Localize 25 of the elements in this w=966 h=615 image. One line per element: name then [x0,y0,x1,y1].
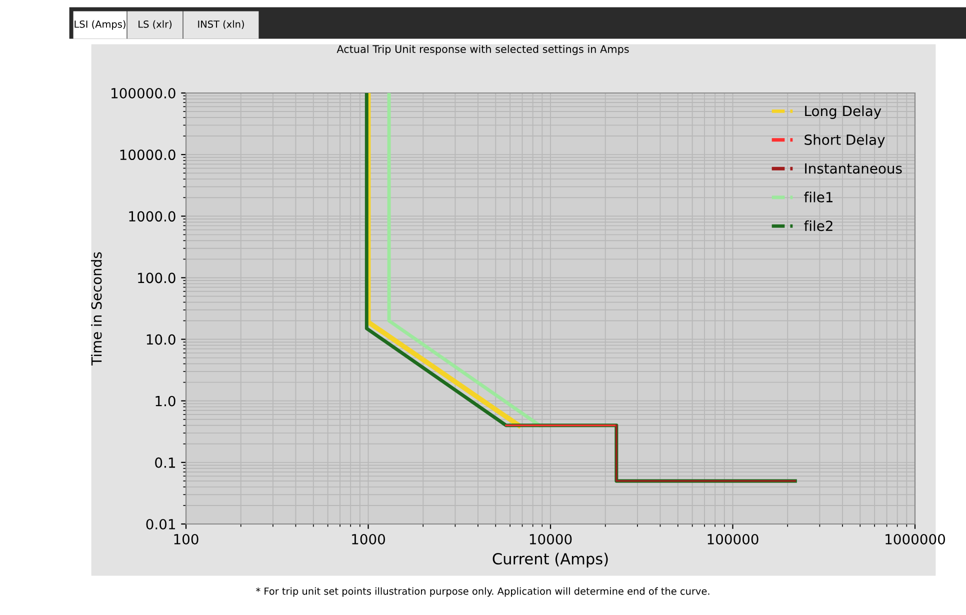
text: LSI (Amps) [74,20,126,30]
y-axis-title: Time in Seconds [91,252,102,366]
legend-label: Instantaneous [805,163,902,174]
x-axis-title: Current (Amps) [492,552,608,568]
legend-label: Long Delay [805,106,882,119]
y-tick-label: 10.0 [146,334,176,345]
legend-label: Short Delay [804,134,885,148]
legend-label: file2 [804,220,832,232]
x-tick-label: 100 [174,534,198,544]
y-tick-label: 10000.0 [120,150,176,160]
text: LS (xlr) [138,20,172,29]
x-tick-label: 10000 [530,534,572,544]
x-tick-label: 1000000 [886,534,946,544]
x-tick-label: 1000 [352,534,385,544]
x-tick-label: 100000 [708,534,758,544]
chart-title: Actual Trip Unit response with selected settings in Amps [336,44,629,56]
legend-label: file1 [804,192,832,202]
y-tick-label: 1000.0 [129,211,176,222]
text: * For trip unit set points illustration purpose only. Application will determine end of the curve. [256,587,710,597]
y-tick-label: 100000.0 [112,88,176,98]
y-tick-label: 0.1 [155,457,175,468]
y-tick-label: 1.0 [156,396,176,406]
y-tick-label: 100.0 [138,272,176,284]
text: INST (xln) [198,20,244,29]
y-tick-label: 0.01 [146,518,175,530]
